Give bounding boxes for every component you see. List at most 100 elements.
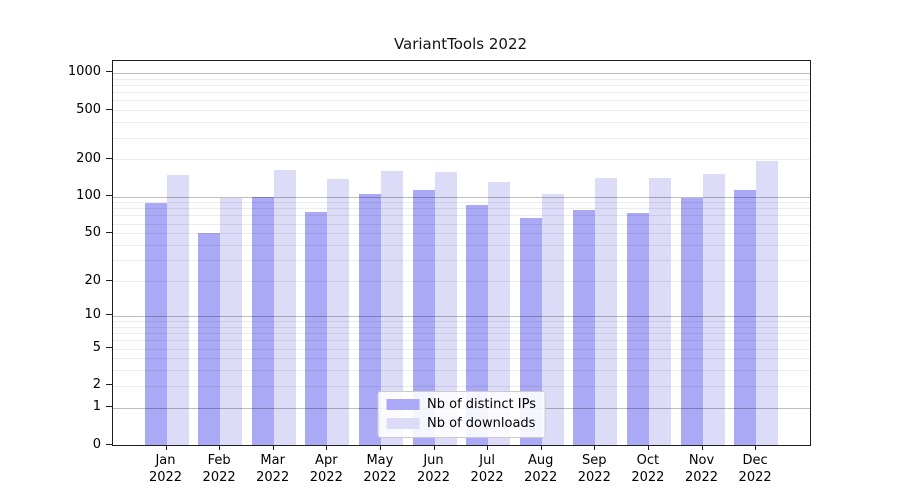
x-tick-mark <box>540 446 542 450</box>
x-tick-mark <box>647 446 649 450</box>
bar-ips-apr <box>305 211 328 445</box>
bar-ips-oct <box>626 213 649 445</box>
y-tick-label: 500 <box>76 101 101 117</box>
y-tick-label: 0 <box>92 436 101 452</box>
y-tick-mark <box>106 314 112 316</box>
x-tick-month: Aug <box>527 453 554 468</box>
gridline-major <box>113 72 810 74</box>
legend: Nb of distinct IPs Nb of downloads <box>377 391 546 438</box>
gridline-minor <box>113 159 810 161</box>
chart-title: VariantTools 2022 <box>393 35 528 53</box>
y-tick-label: 100 <box>76 188 101 203</box>
bar-downloads-may <box>380 171 403 445</box>
bar-downloads-dec <box>756 160 779 445</box>
gridline-minor <box>113 78 810 80</box>
x-tick-mark <box>326 446 328 450</box>
bar-ips-dec <box>734 190 757 445</box>
bar-downloads-feb <box>220 198 243 445</box>
bar-downloads-mar <box>273 169 296 445</box>
x-tick-month: Sep <box>582 453 607 468</box>
x-tick-year: 2022 <box>738 470 772 485</box>
x-tick-label: Feb 2022 <box>189 452 249 486</box>
x-tick-year: 2022 <box>577 470 611 485</box>
x-tick-month: Nov <box>688 453 715 468</box>
x-tick-label: May 2022 <box>350 452 410 486</box>
legend-label: Nb of distinct IPs <box>427 397 536 412</box>
x-tick-year: 2022 <box>684 470 719 485</box>
x-tick-year: 2022 <box>416 470 451 485</box>
legend-label: Nb of downloads <box>427 416 536 431</box>
x-tick-mark <box>379 446 381 450</box>
y-tick-mark <box>106 231 112 233</box>
legend-item-downloads: Nb of downloads <box>386 416 536 431</box>
gridline-minor <box>113 110 810 112</box>
x-tick-month: Oct <box>636 453 660 468</box>
gridline-minor <box>113 100 810 102</box>
bar-ips-mar <box>251 196 274 445</box>
x-tick-year: 2022 <box>202 470 236 485</box>
x-tick-label: Nov 2022 <box>672 452 732 486</box>
y-tick-label: 10 <box>84 307 101 323</box>
x-tick-label: Sep 2022 <box>564 452 624 486</box>
x-tick-month: Feb <box>207 453 231 468</box>
bar-ips-jul <box>466 204 489 445</box>
plot-area: Nb of distinct IPs Nb of downloads <box>112 60 811 446</box>
bar-downloads-nov <box>702 173 725 445</box>
y-tick-label: 5 <box>92 340 101 355</box>
gridline-minor <box>113 84 810 86</box>
y-tick-label: 200 <box>76 150 101 166</box>
x-tick-label: Jul 2022 <box>457 452 517 486</box>
bar-downloads-sep <box>595 177 618 445</box>
bar-downloads-oct <box>648 178 671 445</box>
y-tick-mark <box>106 71 112 73</box>
y-tick-label: 2 <box>92 377 101 393</box>
x-tick-year: 2022 <box>256 470 290 485</box>
y-tick-mark <box>106 443 112 445</box>
x-tick-month: Apr <box>315 453 338 468</box>
x-tick-year: 2022 <box>309 470 343 485</box>
bar-downloads-jan <box>166 174 189 445</box>
bar-downloads-jun <box>434 172 457 445</box>
y-tick-mark <box>106 195 112 196</box>
x-tick-mark <box>165 446 167 450</box>
x-tick-mark <box>487 446 489 450</box>
x-tick-mark <box>272 446 274 450</box>
bar-ips-sep <box>573 210 596 445</box>
bar-downloads-jul <box>488 182 511 445</box>
x-tick-mark <box>755 446 757 450</box>
x-tick-month: May <box>366 453 394 468</box>
y-tick-mark <box>106 157 112 159</box>
bar-ips-jan <box>144 203 167 445</box>
x-tick-mark <box>433 446 435 450</box>
x-tick-month: Jul <box>479 453 495 468</box>
y-tick-mark <box>106 384 112 386</box>
x-tick-month: Dec <box>742 453 768 468</box>
x-tick-month: Jun <box>423 453 444 468</box>
y-tick-mark <box>106 279 112 281</box>
x-tick-month: Jan <box>155 453 176 468</box>
y-tick-mark <box>106 108 112 110</box>
x-tick-mark <box>219 446 221 450</box>
gridline-minor <box>113 122 810 124</box>
x-tick-label: Aug 2022 <box>511 452 571 486</box>
bar-downloads-apr <box>327 178 350 445</box>
x-tick-month: Mar <box>260 453 285 468</box>
y-tick-label: 1000 <box>67 64 101 80</box>
x-tick-label: Jan 2022 <box>136 452 196 486</box>
x-tick-label: Jun 2022 <box>404 452 464 486</box>
x-tick-label: Mar 2022 <box>243 452 303 486</box>
y-tick-label: 50 <box>84 224 101 240</box>
y-tick-label: 20 <box>84 272 101 288</box>
x-tick-year: 2022 <box>631 470 665 485</box>
bar-ips-may <box>358 193 381 445</box>
y-tick-label: 1 <box>92 399 101 415</box>
x-tick-year: 2022 <box>363 470 397 485</box>
bar-ips-nov <box>680 198 703 445</box>
y-tick-mark <box>106 347 112 348</box>
x-tick-label: Dec 2022 <box>725 452 785 486</box>
gridline-minor <box>113 92 810 94</box>
x-tick-year: 2022 <box>524 470 558 485</box>
x-tick-mark <box>594 446 596 450</box>
gridline-minor <box>113 137 810 139</box>
